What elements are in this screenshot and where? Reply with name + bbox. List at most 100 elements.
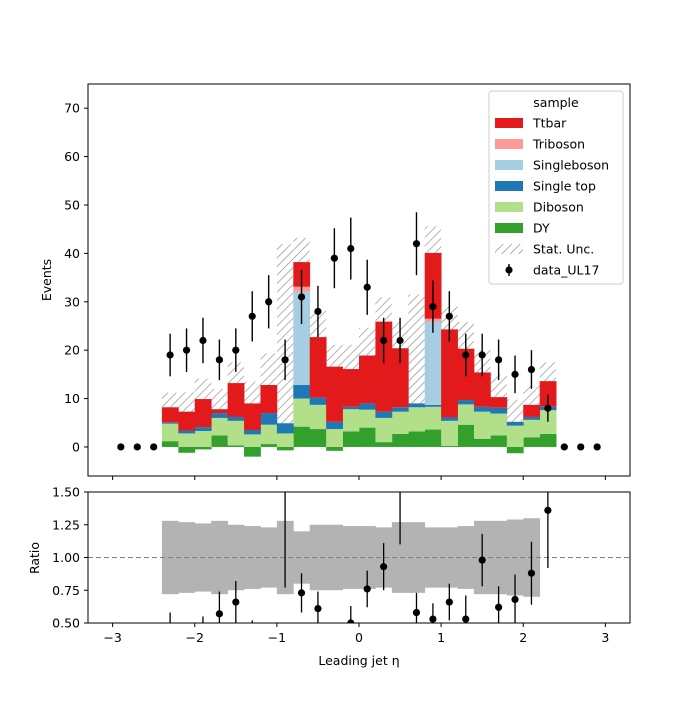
stack-bar-dy-bin-8 [293,426,311,447]
data-point-5 [199,336,207,345]
data-point-3 [166,351,174,359]
stat-unc-hatch-bin-10 [326,344,343,367]
data-point-2 [150,443,158,451]
stat-unc-hatch-bin-23 [539,362,557,382]
ratio-uncertainty-band-bin-11 [342,526,360,589]
stack-bar-single-top-bin-3 [211,413,228,418]
ratio-point-9 [445,598,453,606]
ratio-point-1 [232,598,240,606]
x-axis-label: Leading jet η [318,653,399,668]
data-point-16 [380,336,388,345]
legend-label-singleboson: Singleboson [533,158,609,173]
ratio-point-6 [380,563,388,571]
main-y-tick-label-6: 60 [64,149,80,164]
ratio-point-13 [511,595,519,604]
main-plot-marks [117,212,601,457]
stack-bar-diboson-bin-15 [408,407,426,432]
stack-bar-singleboson-bin-8 [293,291,311,386]
stack-bar-dy-bin-19 [473,438,491,447]
stack-bar-diboson-bin-12 [359,409,376,428]
data-point-19 [429,303,437,311]
stack-bar-diboson-bin-22 [523,419,541,438]
stat-unc-hatch-bin-12 [359,327,376,356]
stack-bar-single-top-bin-12 [359,403,376,410]
stack-bar-dy-bin-13 [375,442,393,447]
stack-bar-diboson-bin-16 [424,406,442,430]
stack-bar-single-top-bin-9 [309,397,327,405]
data-point-6 [215,356,223,364]
ratio-y-tick-label-0: 0.50 [52,616,80,631]
stack-bar-dy-bin-9 [309,429,327,447]
stat-unc-hatch-bin-0 [161,392,179,408]
stat-unc-hatch-bin-6 [260,353,277,386]
legend-marker-singleboson [495,160,523,170]
stack-bar-dy-bin-11 [342,431,360,447]
x-tick-label-3: 0 [355,630,363,645]
ratio-point-14 [527,569,536,577]
stat-unc-hatch-bin-21 [506,399,524,422]
ratio-point-4 [347,619,355,623]
data-point-22 [478,351,486,359]
stat-unc-hatch-bin-15 [408,294,425,404]
legend-marker-diboson [495,202,523,212]
stack-bar-single-top-bin-1 [178,430,196,434]
ratio-point-0 [215,610,223,618]
stat-unc-hatch-bin-13 [375,297,392,322]
ratio-point-5 [363,585,371,593]
stack-bar-single-top-bin-20 [490,407,508,414]
stack-bar-diboson-bin-14 [391,411,409,434]
stat-unc-hatch-bin-16 [424,226,442,253]
data-point-20 [445,312,453,320]
x-tick-label-1: −2 [186,630,204,645]
x-tick-label-6: 3 [601,630,609,645]
data-point-10 [281,356,289,364]
data-point-7 [232,346,240,354]
stack-bar-dy-bin-23 [539,433,557,447]
stack-bar-diboson-bin-18 [457,404,475,425]
stack-bar-ttbar-bin-9 [309,337,327,398]
main-y-axis-label: Events [39,259,54,301]
stat-unc-hatch-bin-3 [211,388,228,410]
data-point-25 [527,365,536,374]
stack-bar-singleboson-bin-16 [424,321,442,405]
data-point-11 [297,293,306,301]
ratio-plot-marks [88,492,630,623]
stack-bar-ttbar-bin-3 [211,409,228,414]
main-y-tick-label-2: 20 [64,343,80,358]
stat-unc-hatch-bin-20 [490,374,507,398]
stack-bar-dy-bin-1 [178,446,196,453]
stack-bar-diboson-bin-7 [276,433,294,447]
stat-unc-hatch-bin-5 [244,381,261,404]
stack-bar-dy-bin-0 [161,441,179,447]
main-y-tick-label-0: 0 [72,439,80,454]
stack-bar-diboson-bin-17 [441,420,458,446]
stat-unc-hatch-bin-4 [227,362,245,384]
stack-bar-diboson-bin-1 [178,433,196,447]
main-y-tick-label-7: 70 [64,101,80,116]
stack-bar-dy-bin-3 [211,435,228,447]
legend-label-triboson: Triboson [532,137,585,152]
stack-bar-diboson-bin-20 [490,413,508,436]
ratio-point-12 [495,603,503,611]
ratio-point-8 [429,615,437,623]
stack-bar-single-top-bin-19 [473,406,491,412]
ratio-axes: −3 −2 −1 0 1 2 3 0.50 0.75 1.00 1.25 1.50 [52,485,609,646]
stack-bar-ttbar-bin-5 [244,403,261,431]
main-y-tick-label-5: 50 [64,197,80,212]
stack-bar-single-top-bin-14 [391,407,409,412]
stack-bar-diboson-bin-23 [539,410,557,434]
stat-unc-hatch-bin-22 [523,385,540,405]
legend-label-data_ul17: data_UL17 [533,263,599,278]
legend-label-dy: DY [533,221,550,236]
legend-marker-stat-unc [495,244,523,254]
stack-bar-diboson-bin-0 [161,423,179,442]
stack-bar-dy-bin-22 [523,437,541,447]
stack-bar-dy-bin-10 [326,446,343,451]
stack-bar-ttbar-bin-11 [342,369,360,407]
stack-bar-dy-bin-7 [276,446,294,451]
stack-bar-single-top-bin-18 [457,400,475,405]
stack-bar-ttbar-bin-17 [441,329,458,418]
stack-bar-diboson-bin-3 [211,417,228,436]
legend: sample Ttbar Triboson Singleboson Single to… [488,90,624,285]
